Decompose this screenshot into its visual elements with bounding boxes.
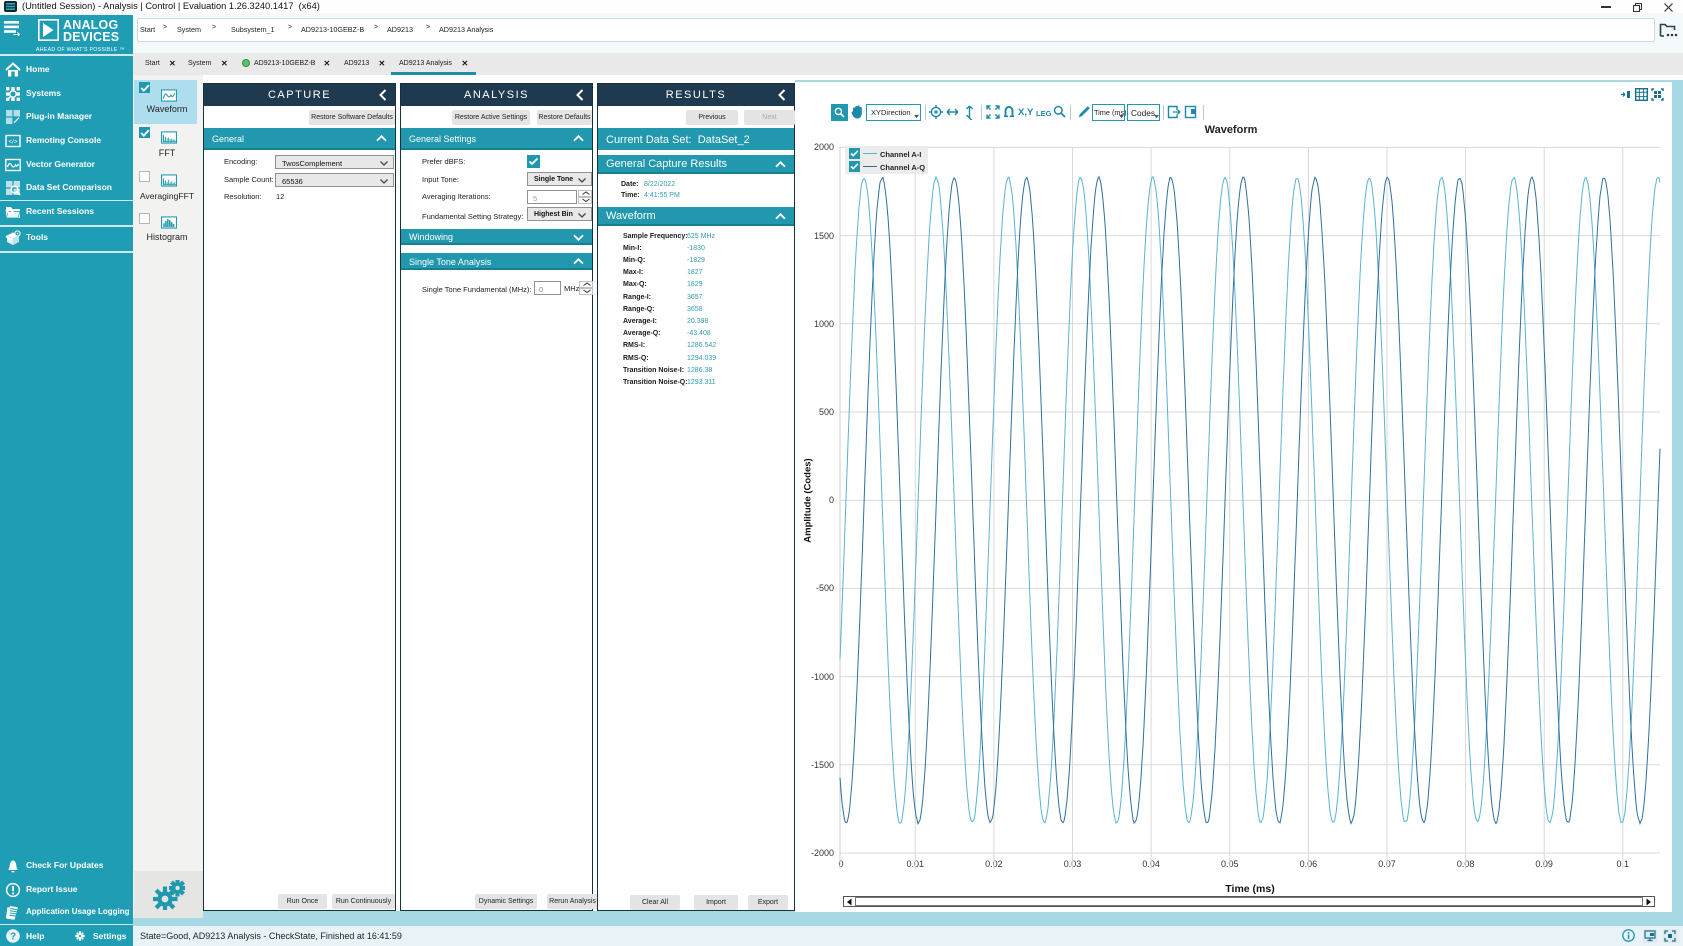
svg-text:?: ?: [10, 932, 16, 943]
svg-text:</>: </>: [9, 140, 18, 146]
